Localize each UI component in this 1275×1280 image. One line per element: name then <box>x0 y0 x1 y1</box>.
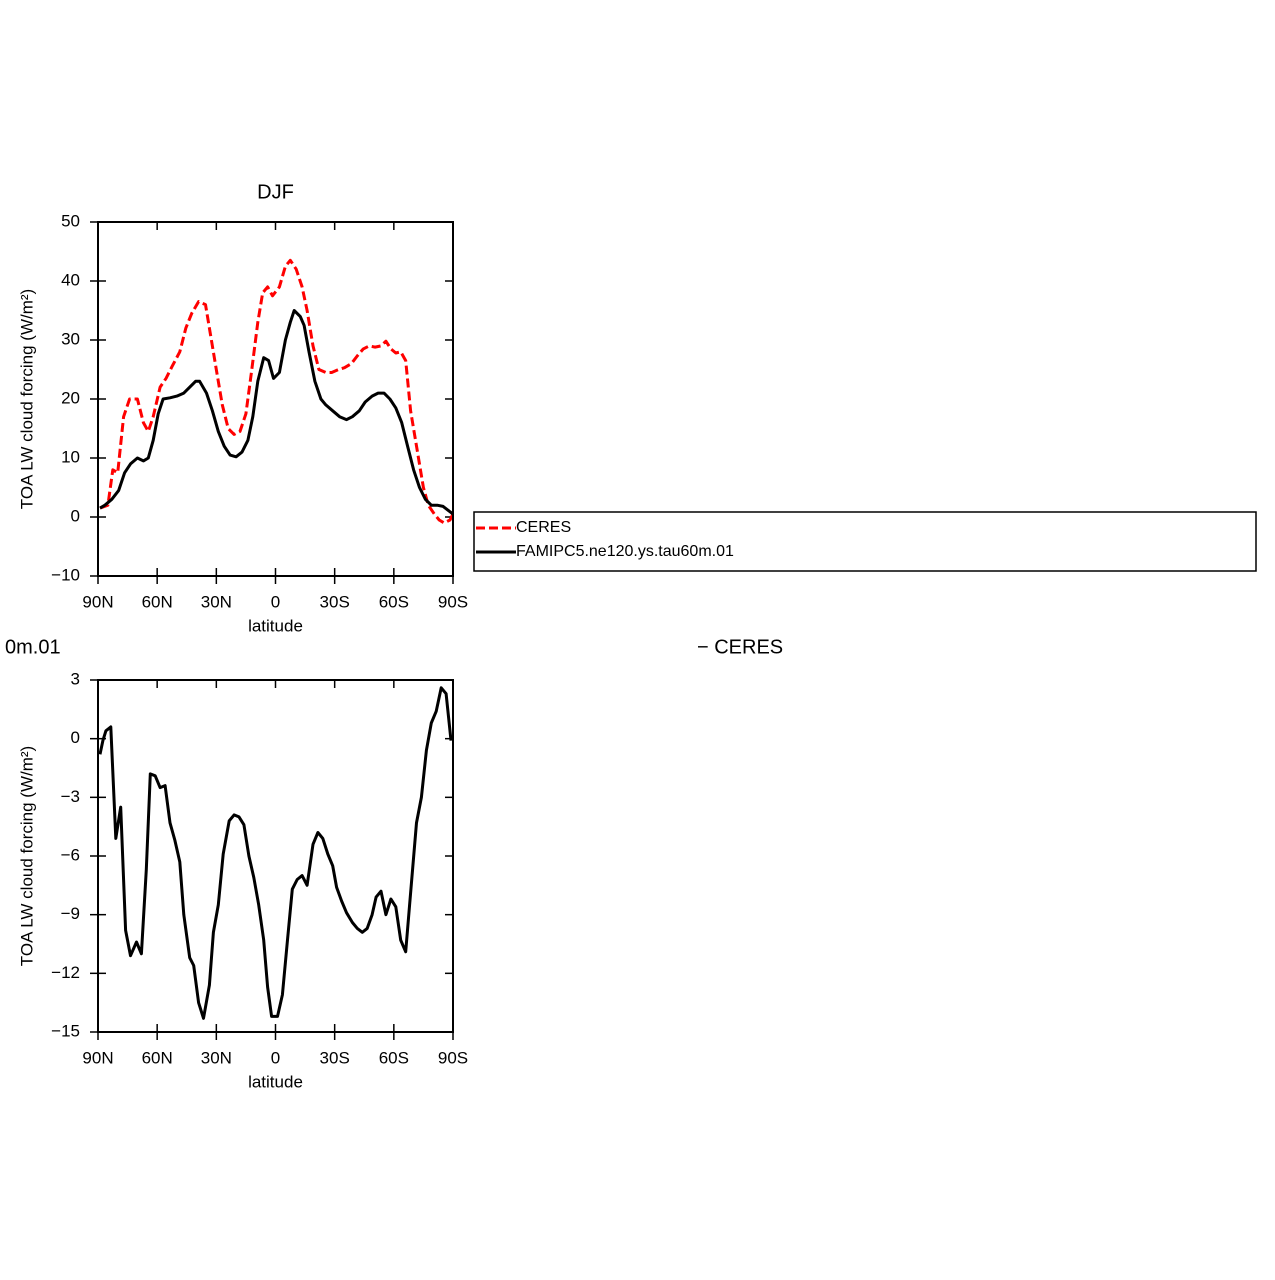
y-tick-label: 10 <box>61 447 80 466</box>
x-tick-label: 60N <box>142 592 173 611</box>
y-tick-label: 20 <box>61 388 80 407</box>
legend: CERES FAMIPC5.ne120.ys.tau60m.01 <box>473 511 1257 572</box>
chart-title-fragment: 0m.01 <box>5 636 61 658</box>
x-tick-label: 60N <box>142 1048 173 1067</box>
legend-box <box>473 511 1257 572</box>
data-line <box>99 258 455 525</box>
y-tick-label: −10 <box>51 565 80 584</box>
x-tick-label: 90N <box>82 1048 113 1067</box>
chart-title-fragment: − CERES <box>697 636 783 658</box>
plot-frame <box>97 679 454 1033</box>
x-tick-label: 90S <box>438 1048 468 1067</box>
x-axis-label: latitude <box>248 1072 303 1091</box>
y-axis-label: TOA LW cloud forcing (W/m²) <box>17 746 36 966</box>
y-tick-label: −9 <box>61 904 80 923</box>
y-tick-label: −6 <box>61 845 80 864</box>
y-tick-label: 3 <box>71 669 80 688</box>
x-tick-label: 60S <box>379 1048 409 1067</box>
y-tick-label: 0 <box>71 506 80 525</box>
y-axis-label: TOA LW cloud forcing (W/m²) <box>17 289 36 509</box>
y-tick-label: −3 <box>61 787 80 806</box>
chart: 0m.01 − CERES −15 −12 −9 −6 −3 0 3 90N 60N 30N 0 30S 6… <box>5 636 783 1091</box>
y-tick-label: −15 <box>51 1021 80 1040</box>
data-line <box>99 309 454 516</box>
y-tick-label: 0 <box>71 728 80 747</box>
x-tick-label: 30N <box>201 1048 232 1067</box>
y-tick-label: −12 <box>51 963 80 982</box>
chart-title: DJF <box>257 181 294 203</box>
y-tick-label: 30 <box>61 329 80 348</box>
legend-label: FAMIPC5.ne120.ys.tau60m.01 <box>516 543 734 560</box>
x-tick-label: 90N <box>82 592 113 611</box>
x-tick-label: 90S <box>438 592 468 611</box>
x-tick-label: 30N <box>201 592 232 611</box>
x-axis-label: latitude <box>248 616 303 635</box>
data-line <box>98 686 453 1020</box>
x-tick-label: 30S <box>320 592 350 611</box>
chart: DJF −10 0 10 20 30 40 50 90N 60N 30N 0 30S 60S 90S lati… <box>17 181 1257 635</box>
plot-frame <box>97 221 454 577</box>
x-tick-label: 0 <box>271 1048 280 1067</box>
y-tick-label: 40 <box>61 270 80 289</box>
x-tick-label: 30S <box>320 1048 350 1067</box>
y-tick-label: 50 <box>61 211 80 230</box>
x-tick-label: 60S <box>379 592 409 611</box>
x-tick-label: 0 <box>271 592 280 611</box>
legend-label: CERES <box>516 519 571 536</box>
